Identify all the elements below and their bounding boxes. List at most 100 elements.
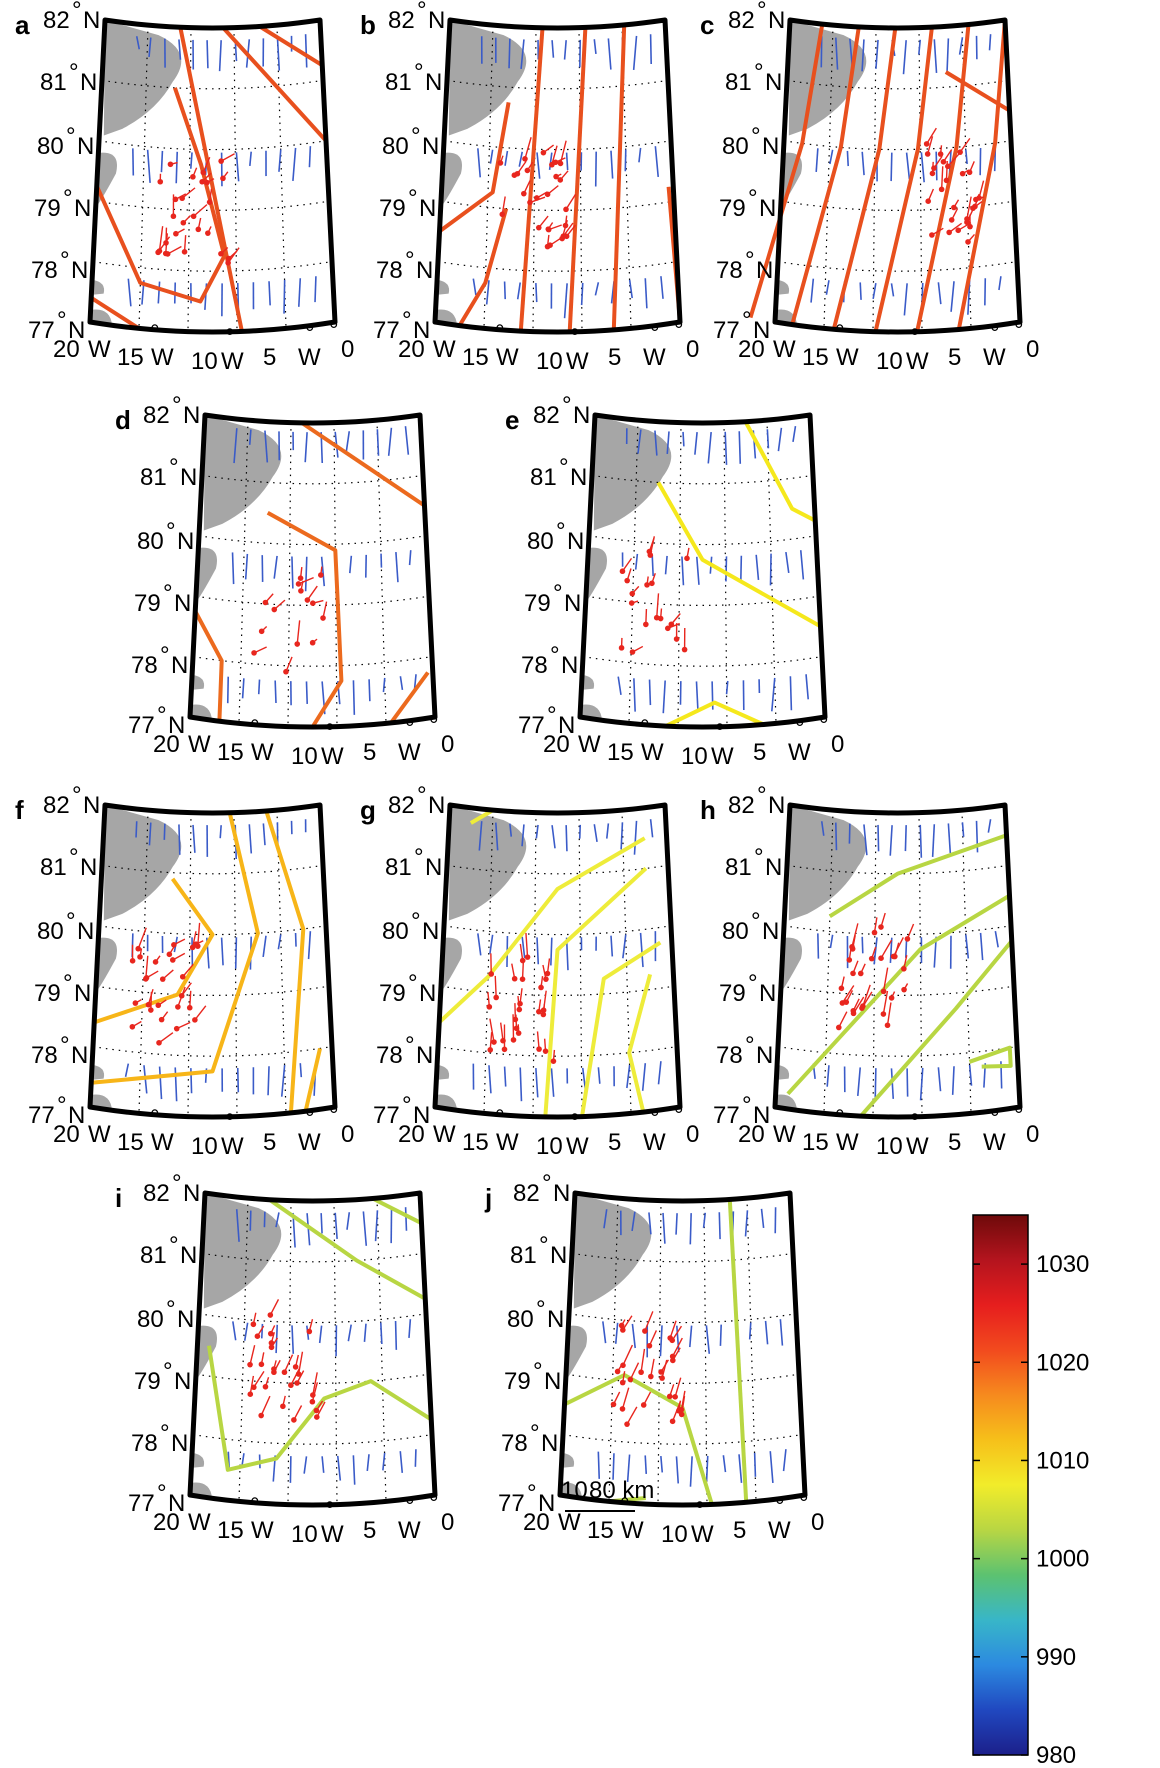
buoy-marker [880, 988, 887, 995]
latitude-label: 79 [504, 1368, 531, 1395]
longitude-label: 20 [738, 1121, 765, 1148]
wind-arrow [958, 37, 964, 55]
buoy-marker [666, 1393, 673, 1400]
longitude-label: 15 [587, 1517, 614, 1544]
wind-arrow [689, 1213, 692, 1245]
wind-arrow [346, 1212, 351, 1230]
buoy-drift-track [524, 137, 532, 160]
buoy-drift-track [862, 984, 871, 1007]
buoy-drift-track [499, 1022, 504, 1041]
buoy-drift-track [165, 233, 168, 254]
latitude-label: 78 [131, 1430, 158, 1457]
wind-arrow [273, 555, 278, 579]
longitude-label: W [151, 1129, 174, 1156]
greenland-land [448, 20, 527, 136]
parallel-gridline [201, 474, 424, 485]
wind-arrow [190, 152, 193, 169]
longitude-label: W [188, 731, 211, 758]
wind-arrow [220, 937, 224, 966]
parallel-gridline [198, 535, 427, 546]
degree-symbol: ° [63, 185, 73, 212]
wind-arrow [810, 278, 815, 303]
latitude-suffix: N [544, 1368, 561, 1395]
wind-arrow [764, 1320, 769, 1345]
degree-symbol: ° [650, 1105, 660, 1132]
panel-letter-c: c [700, 10, 714, 40]
wind-arrow [519, 1067, 523, 1102]
degree-symbol: ° [414, 844, 424, 871]
wind-arrow [660, 1456, 664, 1473]
latitude-label: 81 [40, 854, 67, 881]
wind-arrow [368, 679, 371, 702]
buoy-marker [288, 1382, 294, 1389]
wind-arrow [488, 1065, 492, 1094]
parallel-gridline [101, 79, 324, 90]
buoy-marker [194, 943, 201, 949]
buoy-marker [951, 204, 957, 211]
latitude-label: 82 [728, 7, 755, 34]
wind-arrow [489, 149, 494, 164]
buoy-drift-track [978, 180, 985, 199]
buoy-marker [166, 951, 173, 958]
latitude-label: 79 [34, 195, 61, 222]
degree-symbol: ° [715, 719, 725, 746]
buoy-marker [857, 970, 864, 977]
greenland-land [448, 805, 527, 921]
island-land [581, 674, 595, 690]
buoy-drift-track [227, 247, 240, 264]
buoy-marker [262, 599, 269, 606]
wind-arrow [649, 34, 653, 64]
longitude-label: W [836, 1129, 859, 1156]
parallel-gridline [198, 1313, 427, 1324]
wind-arrow [610, 150, 614, 179]
map-frame [187, 412, 438, 730]
buoy-drift-track [851, 923, 859, 948]
wind-arrow [738, 1454, 743, 1483]
isobar-contour [264, 810, 306, 1114]
wind-arrow [820, 821, 825, 836]
wind-arrow [307, 931, 312, 960]
degree-symbol: ° [172, 392, 182, 419]
buoy-marker [167, 161, 174, 168]
latitude-suffix: N [74, 980, 91, 1007]
buoy-marker [552, 159, 559, 166]
buoy-marker [675, 1408, 682, 1414]
buoy-marker [538, 984, 544, 991]
wind-arrow [675, 1456, 680, 1484]
isobar-contour [664, 700, 765, 728]
buoy-marker [145, 1001, 152, 1008]
wind-arrow [292, 147, 297, 182]
longitude-label: 5 [608, 1129, 621, 1156]
buoy-marker [486, 1004, 493, 1010]
wind-arrow [148, 822, 152, 846]
wind-arrow [902, 40, 907, 75]
wind-arrow [219, 825, 222, 839]
longitude-label: W [298, 1129, 321, 1156]
wind-arrow [718, 1212, 721, 1240]
degree-symbol: ° [169, 1232, 179, 1259]
degree-symbol: ° [835, 1105, 845, 1132]
latitude-suffix: N [177, 528, 194, 555]
latitude-suffix: N [753, 1102, 770, 1129]
buoy-marker [310, 600, 316, 606]
buoy-marker [175, 1004, 181, 1010]
buoy-marker [309, 1398, 316, 1405]
wind-arrow [666, 431, 670, 455]
wind-arrow [408, 550, 412, 566]
wind-arrow [873, 937, 878, 965]
latitude-suffix: N [762, 133, 779, 160]
buoy-marker [291, 1417, 297, 1423]
degree-symbol: ° [910, 324, 920, 351]
buoy-drift-track [926, 127, 937, 145]
wind-arrow [660, 276, 664, 299]
wind-arrow [485, 280, 490, 305]
buoy-marker [550, 1058, 557, 1064]
degree-symbol: ° [57, 307, 67, 334]
wind-arrow [856, 1067, 862, 1097]
latitude-label: 78 [521, 652, 548, 679]
wind-arrow [610, 935, 614, 957]
buoy-marker [173, 230, 179, 237]
wind-arrow [988, 34, 992, 51]
buoy-marker [515, 1030, 522, 1036]
buoy-marker [179, 973, 186, 980]
